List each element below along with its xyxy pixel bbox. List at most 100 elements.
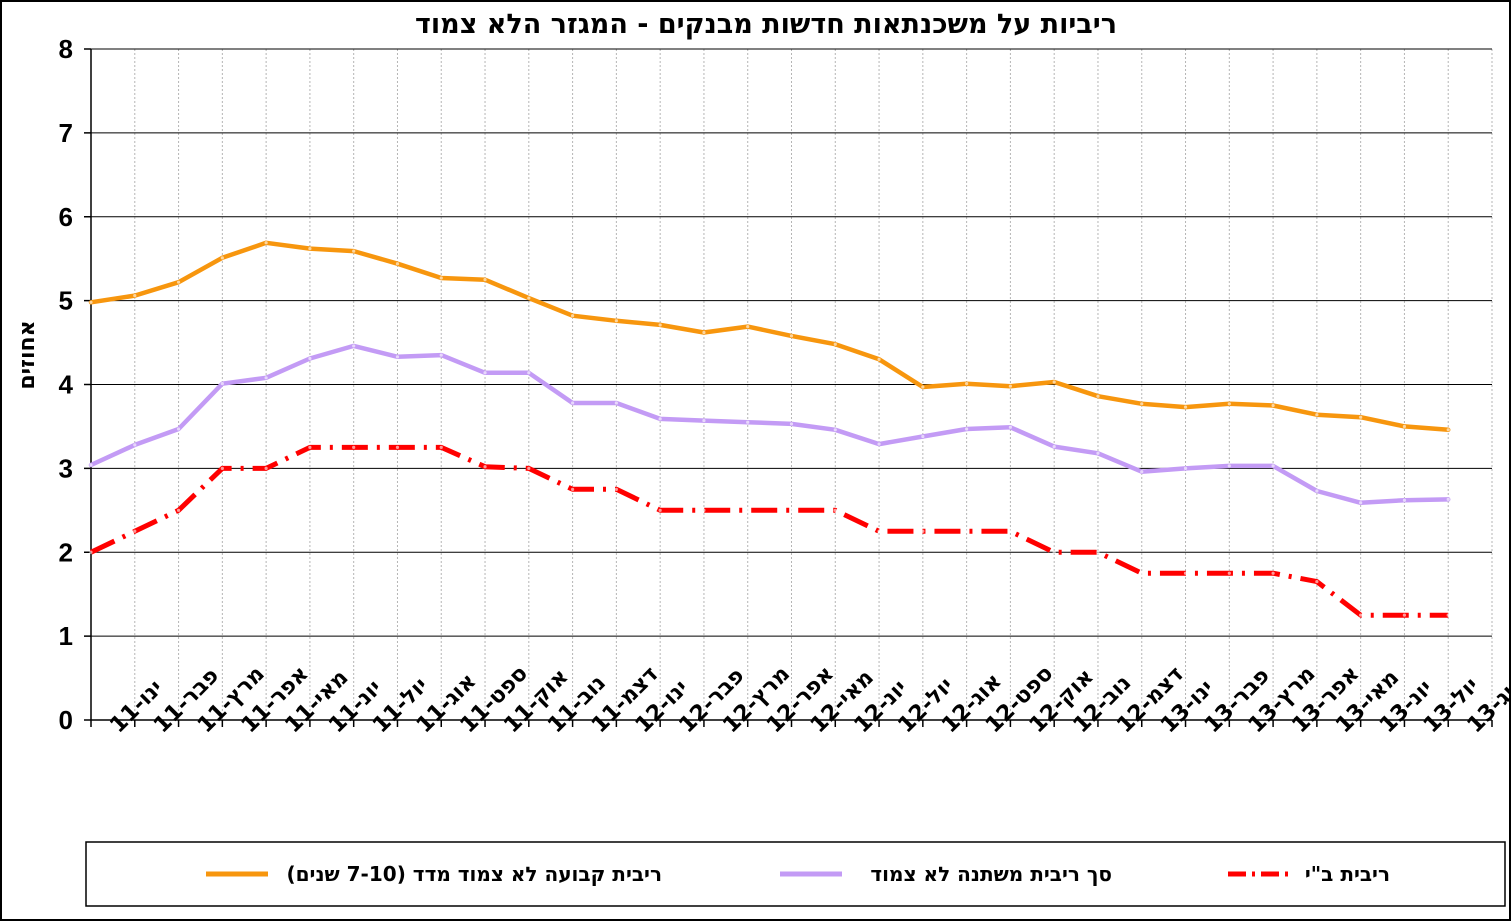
series-1-point	[1315, 413, 1319, 417]
series-1-point	[965, 382, 969, 386]
series-3-point	[308, 445, 312, 450]
y-tick-label: 6	[59, 202, 73, 232]
series-3-point	[1183, 571, 1188, 575]
series-3-point	[527, 466, 531, 470]
series-1-point	[658, 323, 662, 327]
series-2-point	[1271, 464, 1275, 468]
series-3-point	[395, 445, 400, 450]
series-3-point	[965, 529, 969, 533]
series-3-point	[1315, 580, 1319, 584]
series-3-point	[1140, 571, 1144, 575]
series-1-point	[1183, 405, 1188, 409]
series-1-point	[527, 296, 531, 300]
chart-title: ריביות על משכנתאות חדשות מבנקים - המגזר …	[415, 9, 1117, 40]
series-line-3	[89, 444, 1449, 618]
series-3-point	[1402, 613, 1407, 617]
series-3-point	[1052, 550, 1056, 554]
series-3-point	[877, 529, 881, 533]
legend: ריבית קבועה לא צמוד מדד (7-10 שנים) סך רי…	[85, 841, 1506, 907]
series-2-point	[220, 382, 224, 386]
series-2-point	[702, 418, 706, 423]
series-3-point	[921, 529, 925, 533]
series-2-point	[395, 355, 400, 359]
series-2-point	[1008, 425, 1013, 429]
series-2-point	[1183, 466, 1188, 470]
series-2-point	[833, 428, 837, 432]
legend-label-2: סך ריבית משתנה לא צמוד	[870, 862, 1112, 886]
series-3-point	[133, 529, 137, 533]
series-2-point	[439, 353, 443, 357]
legend-label-3: ריבית ב"י	[1305, 862, 1390, 886]
series-2-point	[527, 371, 531, 375]
series-2-point	[308, 356, 312, 361]
series-1-point	[1446, 428, 1450, 432]
series-1-point	[921, 385, 925, 389]
series-line-1	[88, 240, 1451, 433]
series-3-point	[658, 508, 662, 512]
series-1-point	[264, 241, 268, 245]
series-1-point	[1052, 380, 1056, 384]
series-2-point	[483, 371, 487, 375]
series-1-point	[483, 278, 487, 282]
series-3-point	[220, 466, 224, 470]
series-3-point	[833, 508, 837, 512]
y-tick-label: 2	[59, 537, 73, 567]
series-1-point	[877, 357, 881, 361]
series-1-point	[1359, 415, 1363, 419]
series-3-point	[1271, 571, 1275, 575]
series-1-point	[789, 334, 794, 338]
series-1-point	[1140, 402, 1144, 406]
series-2-point	[176, 427, 181, 431]
series-3-point	[614, 487, 618, 491]
series-3-point	[746, 508, 750, 512]
series-1-point	[746, 325, 750, 329]
y-axis-label: אחוזים	[15, 320, 40, 389]
series-3-point	[1227, 571, 1231, 575]
series-1-point	[614, 319, 618, 323]
series-2-point	[1315, 489, 1319, 493]
series-3-point	[1096, 550, 1100, 554]
series-2-point	[877, 442, 881, 446]
series-3-point	[1008, 529, 1013, 533]
series-1-point	[1402, 424, 1407, 429]
series-1-point	[570, 314, 575, 318]
series-2-point	[789, 422, 794, 426]
series-2-point	[614, 401, 618, 405]
series-2-point	[352, 344, 356, 348]
series-2-point	[1402, 498, 1407, 502]
grid	[91, 48, 1493, 720]
series-1-point	[1096, 394, 1100, 398]
series-1-point	[395, 262, 400, 266]
y-tick-label: 0	[59, 705, 73, 735]
series-3-point	[439, 445, 443, 450]
series-1-point	[702, 330, 706, 335]
series-2-point	[264, 376, 268, 380]
series-2-point	[1359, 501, 1363, 505]
y-tick-label: 7	[59, 118, 73, 148]
series-1-point	[308, 247, 312, 251]
series-1-point	[133, 293, 137, 298]
legend-label-1: ריבית קבועה לא צמוד מדד (7-10 שנים)	[286, 862, 662, 886]
series-2-point	[921, 434, 925, 439]
series-1-point	[220, 256, 224, 260]
y-tick-label: 8	[59, 34, 73, 64]
series-1-point	[1271, 403, 1275, 408]
series-lines	[88, 240, 1451, 618]
series-2-point	[1096, 451, 1100, 455]
series-2-point	[1446, 497, 1450, 502]
series-2-point	[1052, 444, 1056, 449]
series-2-point	[965, 427, 969, 431]
series-3-point	[789, 508, 794, 512]
series-2-point	[658, 417, 662, 421]
series-3-point	[176, 508, 181, 512]
series-3-point	[89, 550, 93, 554]
series-3-point	[1446, 613, 1450, 617]
series-2-point	[89, 463, 93, 467]
series-3-point	[483, 465, 487, 469]
series-3-point	[570, 487, 575, 491]
series-line-2	[88, 343, 1451, 506]
series-2-point	[133, 443, 137, 447]
series-1-point	[439, 276, 443, 280]
